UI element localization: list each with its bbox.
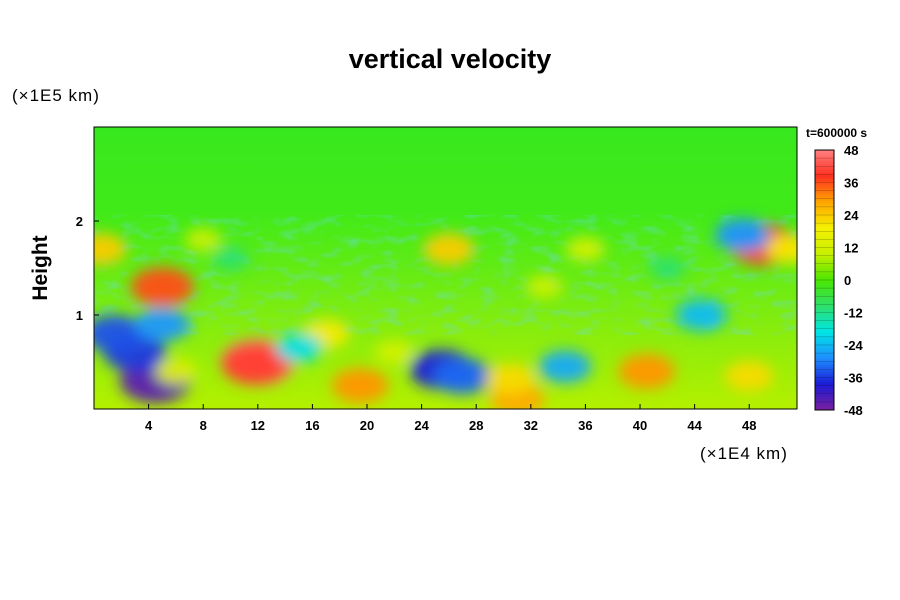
velocity-feature-5 — [135, 307, 190, 342]
x-tick-label-1: 8 — [200, 418, 207, 433]
x-tick-label-4: 20 — [360, 418, 374, 433]
chart-title: vertical velocity — [348, 44, 552, 74]
velocity-features — [94, 218, 797, 409]
velocity-feature-19 — [423, 233, 475, 265]
colorbar-tick-label-3: 12 — [844, 241, 858, 256]
colorbar-tick-label-7: -36 — [844, 371, 863, 386]
y-axis-unit: (×1E5 km) — [12, 86, 100, 105]
velocity-feature-16 — [131, 267, 194, 307]
x-tick-label-10: 44 — [687, 418, 702, 433]
velocity-feature-1 — [221, 343, 289, 385]
colorbar — [814, 149, 835, 411]
colorbar-tick-label-5: -12 — [844, 306, 863, 321]
time-label: t=600000 s — [806, 126, 868, 140]
velocity-feature-8 — [538, 350, 592, 384]
velocity-feature-26 — [565, 237, 605, 262]
colorbar-ticks: 48 36 24 12 0 -12 -24 -36 -48 — [815, 143, 864, 418]
x-tick-label-7: 32 — [524, 418, 538, 433]
y-tick-label-0: 1 — [76, 308, 83, 323]
velocity-feature-18 — [766, 234, 797, 264]
velocity-feature-24 — [184, 228, 222, 252]
velocity-feature-27 — [648, 256, 686, 280]
x-tick-label-2: 12 — [251, 418, 265, 433]
colorbar-tick-label-8: -48 — [844, 403, 863, 418]
velocity-feature-11 — [331, 368, 389, 403]
plot-area — [94, 127, 797, 409]
y-axis-ticks: 12 — [76, 214, 99, 323]
x-tick-label-5: 24 — [414, 418, 429, 433]
velocity-feature-10 — [724, 361, 774, 392]
y-tick-label-1: 2 — [76, 214, 83, 229]
velocity-feature-28 — [526, 275, 563, 299]
velocity-feature-7 — [433, 358, 492, 395]
colorbar-tick-label-0: 48 — [844, 143, 858, 158]
x-tick-label-0: 4 — [145, 418, 153, 433]
velocity-feature-22 — [275, 333, 323, 363]
colorbar-tick-label-4: 0 — [844, 273, 851, 288]
x-axis-unit: (×1E4 km) — [700, 444, 788, 463]
velocity-feature-9 — [618, 353, 676, 389]
velocity-feature-4 — [94, 315, 145, 353]
colorbar-tick-label-1: 36 — [844, 176, 858, 191]
velocity-feature-23 — [676, 299, 727, 331]
x-axis-ticks: 4 8 12 16 20 24 28 32 36 40 44 48 — [145, 404, 756, 433]
colorbar-tick-label-2: 24 — [844, 208, 859, 223]
velocity-feature-29 — [155, 358, 197, 385]
velocity-feature-13 — [485, 363, 535, 394]
velocity-feature-15 — [715, 218, 770, 253]
x-tick-label-6: 28 — [469, 418, 483, 433]
velocity-feature-25 — [212, 247, 249, 271]
x-tick-label-3: 16 — [305, 418, 319, 433]
velocity-feature-21 — [374, 340, 414, 365]
plot-frame — [93, 126, 798, 410]
x-tick-label-11: 48 — [742, 418, 756, 433]
x-tick-label-8: 36 — [578, 418, 592, 433]
colorbar-tick-label-6: -24 — [844, 338, 864, 353]
x-tick-label-9: 40 — [633, 418, 647, 433]
velocity-feature-17 — [94, 233, 127, 265]
